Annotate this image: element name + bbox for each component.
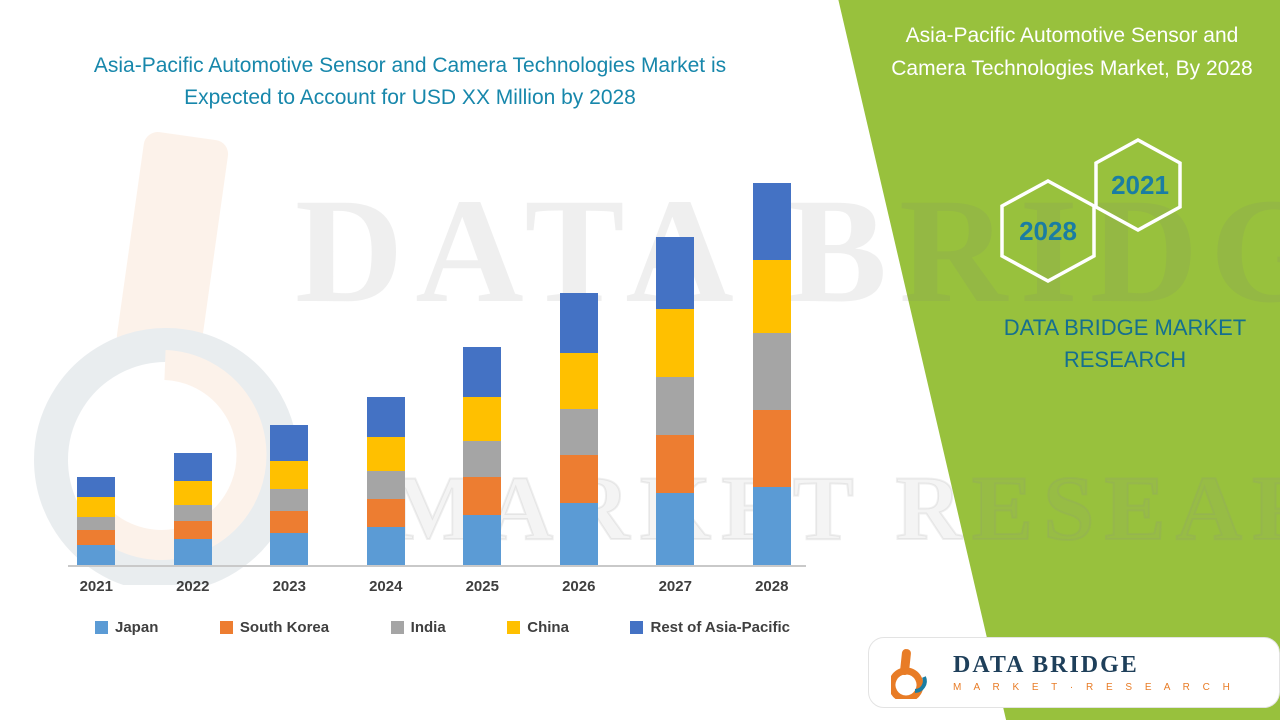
chart-legend: Japan South Korea India China Rest of Asia-P… [95, 619, 790, 636]
legend-item-china: China [507, 619, 569, 636]
bar-segment-rest-of-asia-pacific-2028 [752, 183, 791, 260]
legend-label: China [527, 619, 569, 636]
bar-segment-japan-2024 [366, 527, 405, 565]
hexagon-2028-outline [1000, 179, 1096, 283]
bar-segment-japan-2022 [173, 539, 212, 565]
legend-label: South Korea [239, 619, 330, 636]
bar-segment-south-korea-2022 [173, 521, 212, 539]
bar-segment-india-2026 [559, 409, 598, 455]
bar-segment-japan-2027 [656, 493, 695, 565]
side-panel-title: Asia-Pacific Automotive Sensor and Camer… [891, 24, 1253, 80]
bar-segment-china-2024 [366, 437, 405, 471]
bar-segment-india-2023 [270, 489, 309, 511]
bar-segment-india-2025 [463, 441, 502, 477]
bar-segment-japan-2028 [752, 487, 791, 565]
databridge-logo-box: DATA BRIDGE M A R K E T · R E S E A R C … [868, 637, 1280, 708]
legend-swatch-china [507, 621, 521, 634]
x-axis-label-2022: 2022 [176, 578, 210, 595]
bar-column-2023 [241, 160, 338, 565]
hexagon-2028-label: 2028 [1019, 216, 1077, 246]
bar-segment-china-2022 [173, 481, 212, 505]
x-axis-label-2023: 2023 [272, 578, 306, 595]
bar-segment-rest-of-asia-pacific-2024 [366, 397, 405, 437]
side-panel-brand-text: DATA BRIDGE MARKET RESEARCH [1003, 315, 1247, 372]
bar-segment-india-2027 [656, 377, 695, 435]
legend-swatch-rest-of-asia-pacific [630, 621, 644, 634]
bar-segment-south-korea-2025 [463, 477, 502, 515]
bar-segment-china-2023 [270, 461, 309, 489]
bar-segment-south-korea-2028 [752, 410, 791, 487]
bar-segment-south-korea-2027 [656, 435, 695, 493]
bar-segment-india-2024 [366, 471, 405, 499]
bar-segment-india-2028 [752, 333, 791, 410]
x-axis-label-2027: 2027 [658, 578, 692, 595]
legend-item-south-korea: South Korea [219, 619, 330, 636]
databridge-logo-icon [891, 648, 927, 699]
legend-item-japan: Japan [95, 619, 158, 636]
x-axis-label-2025: 2025 [465, 578, 499, 595]
x-axis-label-2021: 2021 [79, 578, 113, 595]
bar-segment-china-2021 [77, 497, 116, 517]
bar-column-2026 [531, 160, 628, 565]
logo-tagline: M A R K E T · R E S E A R C H [953, 682, 1235, 693]
bar-segment-china-2028 [752, 260, 791, 333]
legend-swatch-india [390, 621, 404, 634]
bar-segment-japan-2021 [77, 545, 116, 565]
legend-item-india: India [390, 619, 446, 636]
bar-segment-south-korea-2023 [270, 511, 309, 533]
bar-segment-south-korea-2021 [77, 530, 116, 545]
bar-segment-china-2025 [463, 397, 502, 441]
bar-segment-rest-of-asia-pacific-2027 [656, 237, 695, 309]
x-axis-label-2026: 2026 [562, 578, 596, 595]
bar-column-2028 [724, 160, 821, 565]
legend-label: Rest of Asia-Pacific [650, 619, 790, 636]
bar-column-2022 [145, 160, 242, 565]
legend-item-rest-of-asia-pacific: Rest of Asia-Pacific [630, 619, 790, 636]
bar-segment-japan-2023 [270, 533, 309, 565]
x-axis-line [68, 565, 806, 567]
bar-segment-rest-of-asia-pacific-2021 [77, 477, 116, 497]
legend-swatch-japan [95, 621, 108, 634]
bar-segment-rest-of-asia-pacific-2025 [463, 347, 502, 397]
bar-column-2027 [627, 160, 724, 565]
bar-segment-india-2022 [173, 505, 212, 521]
bar-segment-south-korea-2024 [366, 499, 405, 527]
logo-name: DATA BRIDGE [953, 652, 1139, 678]
bar-segment-rest-of-asia-pacific-2026 [559, 293, 598, 353]
bar-column-2024 [338, 160, 435, 565]
legend-label: Japan [115, 619, 159, 636]
bar-segment-japan-2026 [559, 503, 598, 565]
hexagon-2021-outline [1094, 138, 1182, 232]
legend-label: India [410, 619, 446, 636]
x-axis-label-2028: 2028 [755, 578, 789, 595]
chart-headline: Asia-Pacific Automotive Sensor and Camer… [93, 54, 727, 109]
x-axis-label-2024: 2024 [369, 578, 403, 595]
bar-column-2025 [434, 160, 531, 565]
x-axis-labels: 2021 2022 2023 2024 2025 2026 2027 2028 [48, 578, 820, 595]
bar-segment-south-korea-2026 [559, 455, 598, 503]
stacked-bar-chart [48, 160, 820, 565]
bar-column-2021 [48, 160, 145, 565]
bar-segment-rest-of-asia-pacific-2022 [173, 453, 212, 481]
hexagon-year-badges: 2028 2021 [1000, 138, 1182, 283]
bar-segment-china-2027 [656, 309, 695, 377]
legend-swatch-south-korea [219, 621, 233, 634]
bar-segment-china-2026 [559, 353, 598, 409]
bar-segment-japan-2025 [463, 515, 502, 565]
bar-segment-rest-of-asia-pacific-2023 [270, 425, 309, 461]
bar-segment-india-2021 [77, 517, 116, 530]
hexagon-2021-label: 2021 [1111, 170, 1169, 200]
